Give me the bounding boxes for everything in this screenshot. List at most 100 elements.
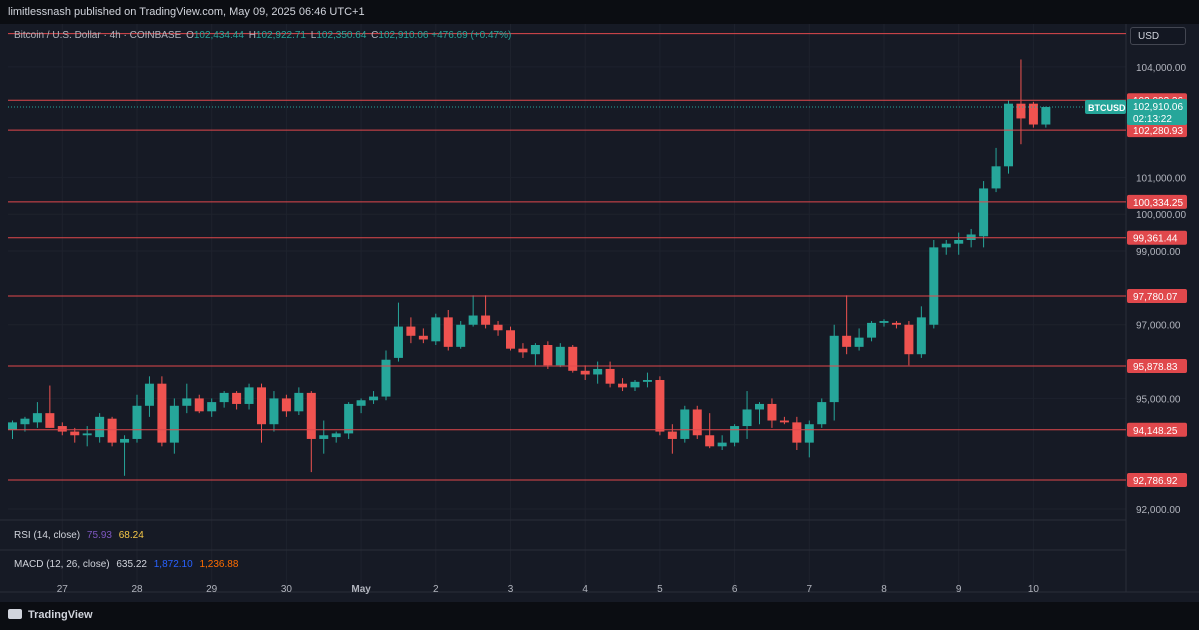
high-label: H — [248, 30, 256, 41]
candle-body — [70, 431, 80, 436]
candle-body — [904, 324, 914, 355]
price-tick-label: 99,000.00 — [1136, 247, 1181, 258]
last-price-tag — [1127, 98, 1187, 125]
price-tick-label: 92,000.00 — [1136, 505, 1181, 516]
open-value: 102,434.44 — [193, 30, 244, 41]
low-label: L — [310, 30, 317, 41]
candle-body — [356, 400, 366, 406]
candle-body — [705, 435, 715, 447]
candle-body — [344, 403, 354, 434]
candle-body — [929, 247, 939, 325]
high-value: 102,922.71 — [255, 30, 306, 41]
candle-body — [57, 426, 67, 432]
level-price-label: 95,878.83 — [1133, 362, 1178, 373]
publisher-text: limitlessnash published on TradingView.c… — [8, 6, 365, 18]
candle-body — [530, 345, 540, 355]
level-price-tag — [1127, 230, 1187, 245]
level-price-tag — [1127, 194, 1187, 209]
chart-background — [0, 24, 1199, 602]
candle-body — [879, 321, 889, 323]
candle-body — [543, 345, 553, 366]
date-tick-label: 10 — [1028, 584, 1040, 595]
symbol-name: Bitcoin / U.S. Dollar · 4h · COINBASE — [14, 30, 182, 41]
candle-body — [20, 418, 30, 425]
publisher-header: limitlessnash published on TradingView.c… — [0, 0, 1199, 24]
level-price-tag — [1127, 422, 1187, 437]
price-tick-label: 95,000.00 — [1136, 394, 1181, 405]
candle-body — [169, 405, 179, 443]
candle-body — [82, 433, 92, 436]
candle-body — [891, 322, 901, 325]
change-value: +476.69 (+0.47%) — [431, 30, 512, 41]
close-label: C — [371, 30, 379, 41]
tradingview-logo-icon — [8, 609, 22, 619]
date-tick-label: 28 — [131, 584, 143, 595]
candle-body — [854, 337, 864, 347]
candle-body — [991, 166, 1001, 189]
macd-indicator[interactable]: MACD (12, 26, close) 635.22 1,872.10 1,2… — [14, 559, 242, 570]
date-tick-label: 8 — [881, 584, 887, 595]
candle-body — [257, 387, 266, 425]
candle-body — [1028, 103, 1038, 125]
symbol-tag — [1085, 99, 1126, 114]
candle-body — [730, 426, 740, 443]
date-tick-label: 5 — [657, 584, 663, 595]
candle-body — [630, 381, 640, 388]
candle-body — [393, 326, 403, 358]
price-tick-label: 100,000.00 — [1136, 210, 1186, 221]
price-chart[interactable]: 104,000.00 101,000.00 100,000.00 99,000.00 9… — [0, 24, 1199, 602]
level-price-tag — [1127, 288, 1187, 303]
candle-body — [95, 416, 105, 438]
candle-body — [468, 315, 478, 325]
candle-body — [593, 368, 603, 375]
candle-body — [767, 403, 777, 421]
macd-line-value: 1,872.10 — [153, 559, 193, 570]
candle-body — [294, 392, 304, 412]
candle-body — [144, 383, 154, 406]
candle-body — [244, 387, 254, 404]
candle-body — [369, 396, 379, 401]
rsi-value: 75.93 — [86, 530, 112, 541]
macd-histogram-value: 635.22 — [116, 559, 147, 570]
brand-text: TradingView — [28, 609, 93, 621]
currency-button[interactable]: USD — [1130, 27, 1186, 45]
candle-body — [493, 324, 503, 331]
date-tick-label: 27 — [57, 584, 69, 595]
candle-body — [418, 335, 428, 340]
candle-body — [182, 398, 192, 406]
candle-body — [481, 315, 491, 325]
rsi-indicator[interactable]: RSI (14, close) 75.93 68.24 — [14, 530, 148, 541]
open-label: O — [186, 30, 194, 41]
date-tick-label: May — [351, 584, 371, 595]
date-tick-label: 3 — [508, 584, 514, 595]
candle-body — [194, 398, 204, 412]
level-price-label: 92,786.92 — [1133, 476, 1178, 487]
close-value: 102,910.06 — [378, 30, 429, 41]
candle-body — [120, 438, 130, 443]
candle-body — [219, 392, 229, 403]
candle-body — [32, 413, 42, 423]
candle-body — [954, 240, 964, 244]
date-tick-label: 30 — [281, 584, 293, 595]
candle-body — [842, 335, 852, 347]
macd-signal-value: 1,236.88 — [199, 559, 239, 570]
candle-body — [692, 409, 702, 436]
candle-body — [331, 433, 341, 438]
level-price-tag — [1127, 359, 1187, 374]
last-price-label: 102,910.06 — [1133, 102, 1183, 113]
price-tick-label: 101,000.00 — [1136, 173, 1186, 184]
candle-body — [456, 324, 466, 347]
price-tick-label: 104,000.00 — [1136, 63, 1186, 74]
candle-body — [443, 317, 453, 347]
date-tick-label: 7 — [807, 584, 813, 595]
candle-body — [916, 317, 926, 355]
price-tick-label: 97,000.00 — [1136, 321, 1181, 332]
candle-body — [1041, 106, 1051, 125]
candle-body — [157, 383, 167, 443]
candle-body — [406, 326, 416, 336]
candle-body — [792, 422, 802, 443]
candle-body — [1004, 103, 1013, 167]
date-tick-label: 4 — [582, 584, 588, 595]
level-price-label: 94,148.25 — [1133, 426, 1178, 437]
tradingview-brand[interactable]: TradingView — [8, 609, 93, 621]
